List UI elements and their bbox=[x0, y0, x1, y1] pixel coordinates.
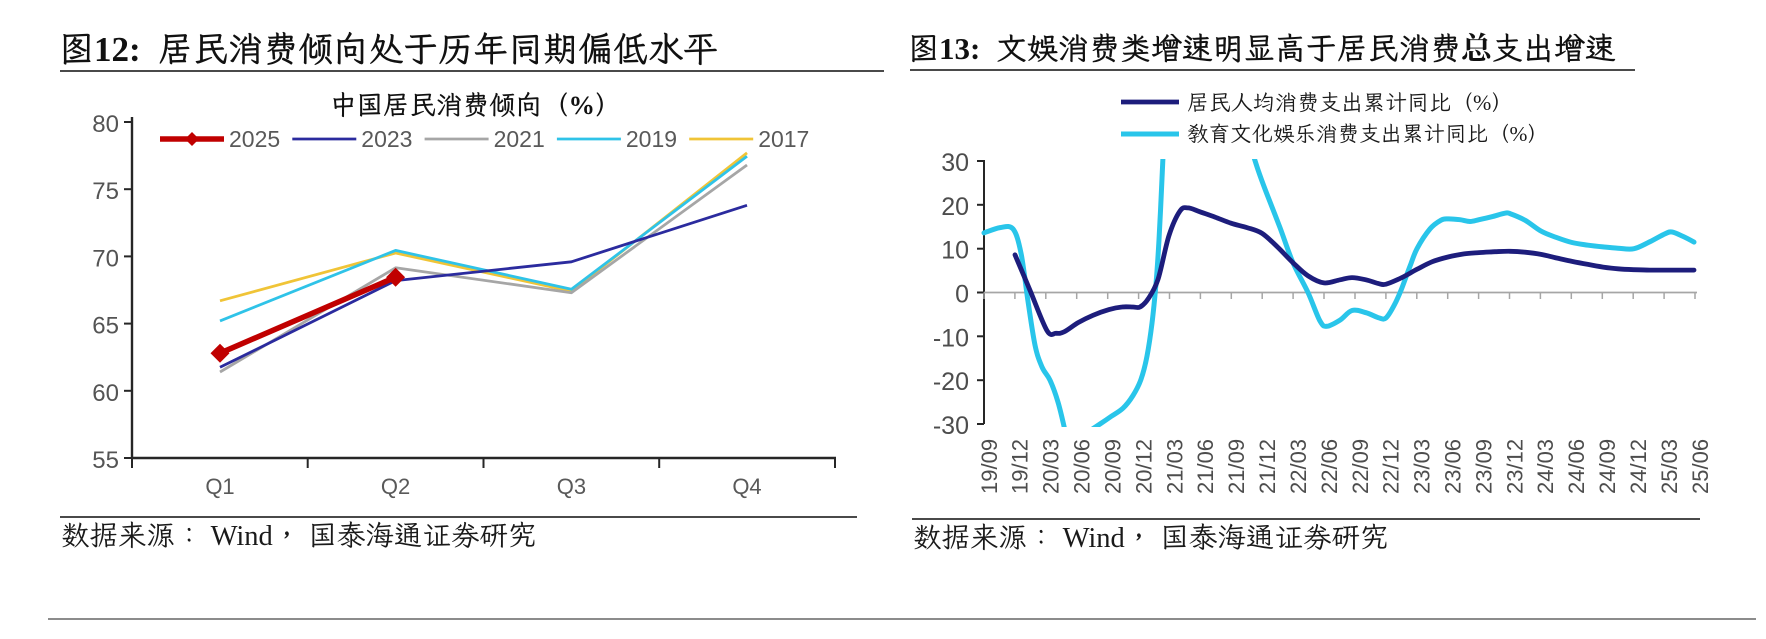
svg-text:70: 70 bbox=[92, 245, 119, 272]
svg-text:2019: 2019 bbox=[626, 126, 677, 152]
svg-text:25/06: 25/06 bbox=[1688, 439, 1713, 494]
svg-text:21/12: 21/12 bbox=[1255, 439, 1280, 494]
svg-text:22/12: 22/12 bbox=[1379, 439, 1404, 494]
svg-text:20/12: 20/12 bbox=[1131, 439, 1156, 494]
svg-text:21/03: 21/03 bbox=[1162, 439, 1187, 494]
svg-text:2025: 2025 bbox=[229, 126, 280, 152]
svg-text:-10: -10 bbox=[933, 324, 969, 352]
svg-text:20/09: 20/09 bbox=[1101, 439, 1126, 494]
svg-text:23/12: 23/12 bbox=[1502, 439, 1527, 494]
svg-text:Q1: Q1 bbox=[205, 474, 234, 499]
svg-text:80: 80 bbox=[92, 111, 119, 138]
svg-text:19/12: 19/12 bbox=[1008, 439, 1033, 494]
svg-text:21/06: 21/06 bbox=[1193, 439, 1218, 494]
svg-text:24/12: 24/12 bbox=[1626, 439, 1651, 494]
svg-text:21/09: 21/09 bbox=[1224, 439, 1249, 494]
svg-text:22/09: 22/09 bbox=[1348, 439, 1373, 494]
svg-text:23/06: 23/06 bbox=[1441, 439, 1466, 494]
svg-text:30: 30 bbox=[941, 149, 969, 177]
svg-text:Q3: Q3 bbox=[557, 474, 586, 499]
svg-text:19/09: 19/09 bbox=[977, 439, 1002, 494]
svg-text:25/03: 25/03 bbox=[1657, 439, 1682, 494]
svg-text:24/06: 24/06 bbox=[1564, 439, 1589, 494]
svg-text:20/03: 20/03 bbox=[1039, 439, 1064, 494]
svg-text:10: 10 bbox=[941, 237, 969, 265]
svg-text:24/09: 24/09 bbox=[1595, 439, 1620, 494]
svg-text:23/09: 23/09 bbox=[1471, 439, 1496, 494]
svg-text:-20: -20 bbox=[933, 368, 969, 396]
svg-text:20: 20 bbox=[941, 193, 969, 221]
svg-text:2023: 2023 bbox=[361, 126, 412, 152]
svg-text:22/03: 22/03 bbox=[1286, 439, 1311, 494]
svg-text:24/03: 24/03 bbox=[1533, 439, 1558, 494]
svg-text:20/06: 20/06 bbox=[1070, 439, 1095, 494]
svg-text:22/06: 22/06 bbox=[1317, 439, 1342, 494]
svg-text:Q2: Q2 bbox=[381, 474, 410, 499]
svg-text:75: 75 bbox=[92, 178, 119, 205]
svg-text:65: 65 bbox=[92, 313, 119, 340]
svg-text:2017: 2017 bbox=[758, 126, 809, 152]
svg-text:2021: 2021 bbox=[494, 126, 545, 152]
svg-text:Q4: Q4 bbox=[732, 474, 761, 499]
svg-text:23/03: 23/03 bbox=[1410, 439, 1435, 494]
svg-text:-30: -30 bbox=[933, 412, 969, 440]
svg-text:55: 55 bbox=[92, 447, 119, 474]
svg-text:0: 0 bbox=[955, 281, 969, 309]
svg-text:60: 60 bbox=[92, 380, 119, 407]
